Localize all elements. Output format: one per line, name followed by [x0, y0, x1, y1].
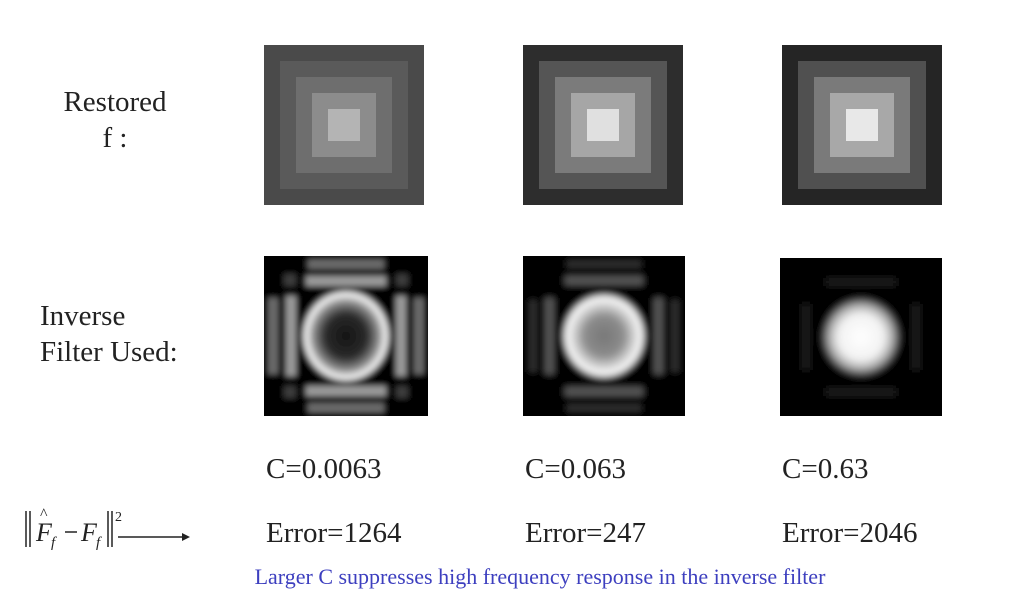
- inverse-filter-c0: [264, 256, 428, 416]
- inverse-filter-c0-graphic: [264, 256, 428, 416]
- f-subscript: f: [96, 535, 102, 551]
- restored-image-c0-graphic: [264, 45, 424, 205]
- f-hat-subscript: f: [51, 535, 57, 551]
- restored-image-c1: [523, 45, 683, 205]
- c-value-label-c0: C=0.0063: [266, 453, 382, 485]
- footer-note: Larger C suppresses high frequency respo…: [254, 564, 826, 589]
- restored-image-c2-graphic: [782, 45, 942, 205]
- restored-image-c1-graphic: [523, 45, 683, 205]
- error-label-c0: Error=1264: [266, 517, 402, 549]
- inverse-filter-c1: [523, 256, 685, 416]
- restored-image-c2: [782, 45, 942, 205]
- restored-image-c0: [264, 45, 424, 205]
- inverse-label-line2: Filter Used:: [40, 336, 178, 368]
- inverse-filter-c2-graphic: [780, 258, 942, 416]
- error-label-c2: Error=2046: [782, 517, 918, 549]
- error-norm-graphic: F ^ f F f 2: [25, 506, 190, 551]
- svg-text:^: ^: [40, 507, 48, 523]
- c-value-label-c1: C=0.063: [525, 453, 626, 485]
- inverse-filter-c1-graphic: [523, 256, 685, 416]
- norm-exponent: 2: [115, 510, 122, 525]
- inverse-filter-c2: [780, 258, 942, 416]
- error-label-c1: Error=247: [525, 517, 647, 549]
- f-hat-symbol: F: [35, 518, 53, 547]
- c-value-label-c2: C=0.63: [782, 453, 869, 485]
- inverse-row-label: Inverse Filter Used:: [28, 298, 218, 370]
- restored-row-label: Restored f :: [40, 84, 190, 156]
- inverse-label-line1: Inverse: [40, 300, 126, 332]
- f-symbol: F: [80, 518, 98, 547]
- restored-label-line2: f :: [102, 122, 128, 154]
- restored-label-line1: Restored: [63, 86, 167, 118]
- error-norm-expression: F ^ f F f 2: [22, 506, 202, 555]
